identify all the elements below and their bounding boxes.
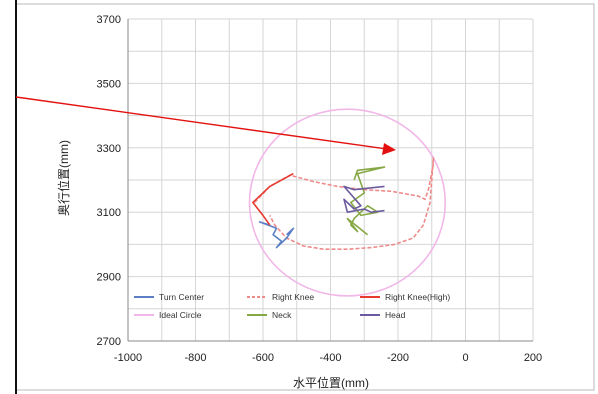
x-tick-label: -1000 (114, 352, 142, 364)
y-tick-label: 3300 (97, 143, 121, 155)
series-head (343, 185, 385, 213)
chart-frame (15, 3, 595, 391)
legend-label: Neck (272, 310, 292, 320)
series-right-knee (254, 156, 435, 250)
y-tick-label: 3700 (97, 14, 121, 26)
x-tick-label: 0 (462, 352, 468, 364)
y-tick-label: 3100 (97, 207, 121, 219)
series-ideal-circle (248, 108, 447, 297)
y-tick-label: 3500 (97, 78, 121, 90)
series-right-knee-high (252, 172, 294, 226)
legend-label: Turn Center (159, 292, 204, 302)
legend-label: Right Knee (272, 292, 314, 302)
x-tick-label: -400 (319, 352, 341, 364)
x-tick-label: -200 (387, 352, 409, 364)
legend-label: Ideal Circle (159, 310, 202, 320)
legend-label: Right Knee(High) (385, 292, 450, 302)
y-tick-label: 2700 (97, 336, 121, 348)
y-tick-label: 2900 (97, 272, 121, 284)
x-tick-label: -800 (184, 352, 206, 364)
legend: Turn Center Right Knee Right Knee(High) Ide… (134, 292, 450, 320)
x-tick-label: 200 (524, 352, 542, 364)
legend-label: Head (385, 310, 406, 320)
x-tick-label: -600 (252, 352, 274, 364)
annotation-arrow-head (382, 143, 396, 155)
series-neck (346, 166, 386, 236)
x-axis-label: 水平位置(mm) (293, 375, 369, 390)
y-axis-label: 奥行位置(mm) (56, 140, 71, 216)
series-turn-center (258, 221, 295, 249)
annotation-arrow-line (15, 96, 388, 150)
